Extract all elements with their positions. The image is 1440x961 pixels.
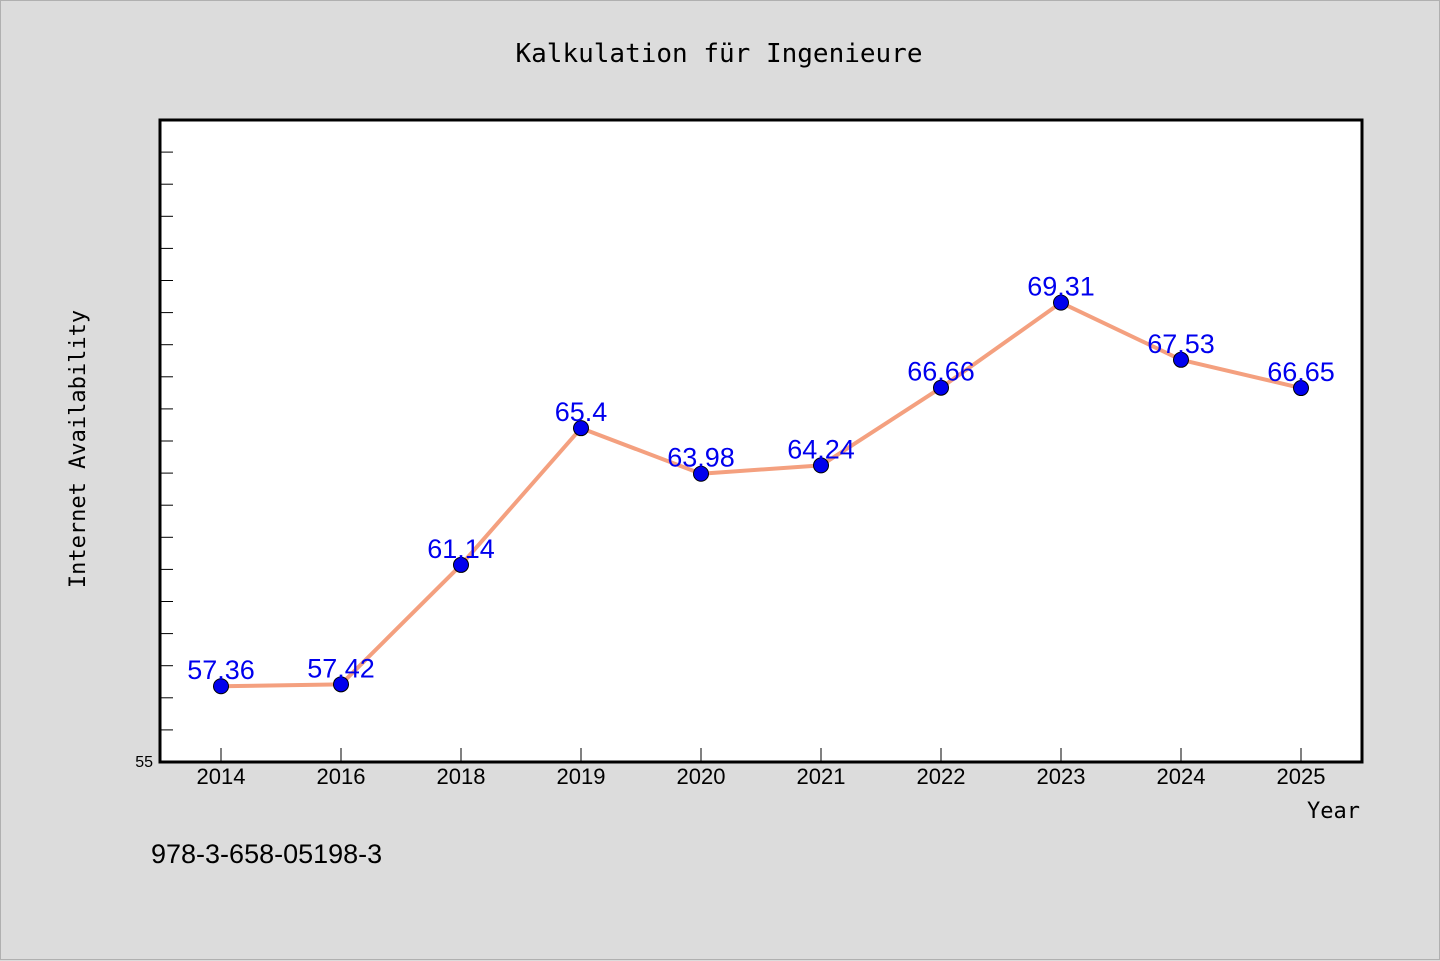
x-axis-label: Year [1307, 799, 1360, 824]
plot-area [158, 118, 1364, 764]
data-point [933, 379, 949, 396]
series-line [220, 300, 1302, 689]
chart-title: Kalkulation für Ingenieure [516, 39, 923, 69]
data-point [813, 457, 829, 474]
data-labels: 57.36 57.42 61.14 65.4 63.98 64.24 66.66 69.31 6… [187, 272, 1335, 686]
x-tick-label: 2021 [797, 764, 846, 789]
x-tick-label: 2016 [317, 764, 366, 789]
isbn-text: 978-3-658-05198-3 [151, 839, 382, 869]
data-point [213, 678, 229, 695]
x-tick-label: 2025 [1277, 764, 1326, 789]
data-point [1173, 351, 1189, 368]
x-tick-label: 2014 [197, 764, 246, 789]
data-label: 66.66 [907, 357, 975, 387]
x-axis-ticks [220, 748, 1302, 762]
data-point [333, 676, 349, 693]
y-tick-label: 55 [135, 754, 153, 771]
x-tick-label: 2020 [677, 764, 726, 789]
x-tick-label: 2024 [1157, 764, 1206, 789]
series-line-group [220, 300, 1302, 689]
data-label: 65.4 [555, 397, 608, 427]
data-point [1293, 380, 1309, 397]
data-label: 64.24 [787, 434, 855, 464]
y-axis-label: Internet Availability [66, 310, 91, 588]
x-tick-label: 2022 [917, 764, 966, 789]
data-markers [213, 294, 1309, 695]
data-label: 66.65 [1267, 357, 1335, 387]
data-label: 61.14 [427, 534, 495, 564]
y-axis-ticks [160, 151, 173, 731]
x-tick-label: 2023 [1037, 764, 1086, 789]
data-label: 69.31 [1027, 272, 1095, 302]
data-label: 57.42 [307, 653, 375, 683]
data-point [693, 465, 709, 482]
data-point [1053, 294, 1069, 311]
x-tick-label: 2019 [557, 764, 606, 789]
data-point [573, 420, 589, 437]
data-point [453, 556, 469, 573]
data-label: 57.36 [187, 655, 255, 685]
data-label: 67.53 [1147, 329, 1215, 359]
x-tick-label: 2018 [437, 764, 486, 789]
data-label: 63.98 [667, 443, 735, 473]
x-tick-labels: 2014 2016 2018 2019 2020 2021 2022 2023 2024 2025 [197, 764, 1326, 789]
